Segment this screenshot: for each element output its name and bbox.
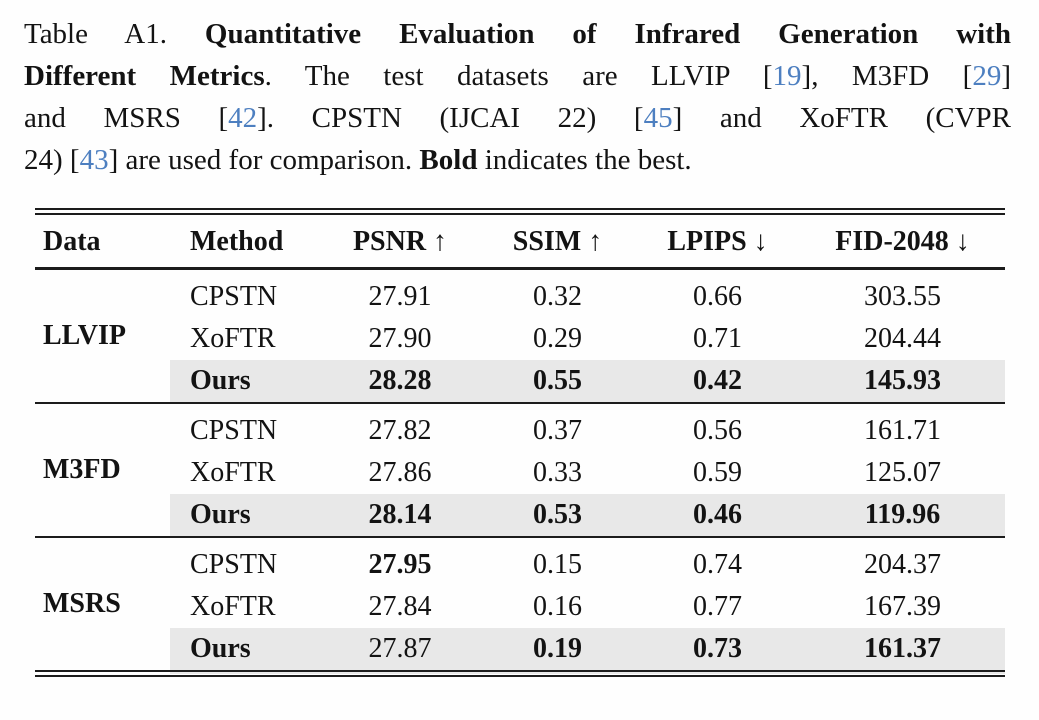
metric-cell: 28.28 xyxy=(320,360,480,404)
column-header-method: Method xyxy=(170,208,320,270)
table-row: XoFTR 27.86 0.33 0.59 125.07 xyxy=(35,452,1005,494)
metric-cell: 0.71 xyxy=(693,323,742,354)
metric-cell: 0.73 xyxy=(635,628,800,677)
method-cell: CPSTN xyxy=(190,281,278,312)
method-cell: XoFTR xyxy=(190,457,276,488)
metric-cell: 27.90 xyxy=(368,323,432,354)
column-header-psnr: PSNR ↑ xyxy=(320,208,480,270)
dataset-label: LLVIP xyxy=(35,268,170,404)
caption-line: and MSRS [42]. CPSTN (IJCAI 22) [45] and… xyxy=(24,97,1011,139)
method-cell: Ours xyxy=(170,628,320,677)
caption-text: 24) [ xyxy=(24,144,80,176)
metric-cell: 0.53 xyxy=(480,494,635,538)
group-llvip: LLVIP CPSTN 27.91 0.32 0.66 303.55 XoFTR… xyxy=(35,268,1005,404)
metric-cell: 27.95 xyxy=(368,549,432,580)
metric-cell: 161.71 xyxy=(864,415,941,446)
table-row-ours: Ours 28.14 0.53 0.46 119.96 xyxy=(35,494,1005,538)
group-msrs: MSRS CPSTN 27.95 0.15 0.74 204.37 XoFTR … xyxy=(35,537,1005,677)
table-row-ours: Ours 28.28 0.55 0.42 145.93 xyxy=(35,360,1005,404)
metric-cell: 0.56 xyxy=(693,415,742,446)
column-header-ssim: SSIM ↑ xyxy=(480,208,635,270)
metric-cell: 0.46 xyxy=(635,494,800,538)
caption-text: ] xyxy=(1001,60,1011,92)
results-table: Data Method PSNR ↑ SSIM ↑ LPIPS ↓ FID-20… xyxy=(35,208,1005,677)
caption-text: and MSRS [ xyxy=(24,102,229,134)
metric-cell: 161.37 xyxy=(800,628,1005,677)
table-row: XoFTR 27.90 0.29 0.71 204.44 xyxy=(35,318,1005,360)
caption-title: Different Metrics xyxy=(24,60,265,92)
metric-cell: 0.19 xyxy=(480,628,635,677)
metric-cell: 204.44 xyxy=(864,323,941,354)
citation-link[interactable]: 42 xyxy=(228,102,258,134)
caption-text: ] and XoFTR (CVPR xyxy=(672,102,1011,134)
column-header-lpips: LPIPS ↓ xyxy=(635,208,800,270)
caption-line: Different Metrics. The test datasets are… xyxy=(24,55,1011,97)
method-cell: Ours xyxy=(170,494,320,538)
metric-cell: 0.32 xyxy=(533,281,582,312)
metric-cell: 0.77 xyxy=(693,591,742,622)
metric-cell: 0.74 xyxy=(693,549,742,580)
metric-cell: 0.55 xyxy=(480,360,635,404)
table-row: M3FD CPSTN 27.82 0.37 0.56 161.71 xyxy=(35,403,1005,538)
metric-cell: 0.66 xyxy=(693,281,742,312)
header-row: Data Method PSNR ↑ SSIM ↑ LPIPS ↓ FID-20… xyxy=(35,208,1005,270)
method-cell: Ours xyxy=(170,360,320,404)
caption-text: ]. CPSTN (IJCAI 22) [ xyxy=(257,102,644,134)
citation-link[interactable]: 29 xyxy=(972,60,1002,92)
caption-text: ] are used for comparison. xyxy=(108,144,420,176)
column-header-data: Data xyxy=(35,208,170,270)
method-cell: XoFTR xyxy=(190,323,276,354)
metric-cell: 27.84 xyxy=(368,591,432,622)
caption-text: ], M3FD [ xyxy=(801,60,973,92)
metric-cell: 0.29 xyxy=(533,323,582,354)
citation-link[interactable]: 45 xyxy=(643,102,673,134)
method-cell: CPSTN xyxy=(190,549,278,580)
metric-cell: 27.87 xyxy=(320,628,480,677)
table-caption: Table A1. Quantitative Evaluation of Inf… xyxy=(24,13,1011,181)
citation-link[interactable]: 43 xyxy=(79,144,109,176)
dataset-label: M3FD xyxy=(35,403,170,538)
group-m3fd: M3FD CPSTN 27.82 0.37 0.56 161.71 XoFTR … xyxy=(35,403,1005,538)
caption-line: 24) [43] are used for comparison. Bold i… xyxy=(24,139,1011,181)
table-row: LLVIP CPSTN 27.91 0.32 0.66 303.55 xyxy=(35,268,1005,404)
table-row: MSRS CPSTN 27.95 0.15 0.74 204.37 xyxy=(35,537,1005,677)
metric-cell: 28.14 xyxy=(320,494,480,538)
caption-line: Table A1. Quantitative Evaluation of Inf… xyxy=(24,13,1011,55)
metric-cell: 0.59 xyxy=(693,457,742,488)
metric-cell: 119.96 xyxy=(800,494,1005,538)
metric-cell: 27.82 xyxy=(368,415,432,446)
table-row-ours: Ours 27.87 0.19 0.73 161.37 xyxy=(35,628,1005,677)
metric-cell: 0.37 xyxy=(533,415,582,446)
method-cell: CPSTN xyxy=(190,415,278,446)
metric-cell: 167.39 xyxy=(864,591,941,622)
caption-label: Table A1. xyxy=(24,18,205,50)
dataset-label: MSRS xyxy=(35,537,170,677)
caption-bold-word: Bold xyxy=(419,144,478,176)
metric-cell: 0.16 xyxy=(533,591,582,622)
metric-cell: 204.37 xyxy=(864,549,941,580)
metric-cell: 27.86 xyxy=(368,457,432,488)
column-header-fid: FID-2048 ↓ xyxy=(800,208,1005,270)
metric-cell: 0.33 xyxy=(533,457,582,488)
method-cell: XoFTR xyxy=(190,591,276,622)
caption-title: Quantitative Evaluation of Infrared Gene… xyxy=(204,18,1011,50)
metric-cell: 145.93 xyxy=(800,360,1005,404)
citation-link[interactable]: 19 xyxy=(772,60,802,92)
metric-cell: 0.42 xyxy=(635,360,800,404)
metric-cell: 125.07 xyxy=(864,457,941,488)
caption-text: indicates the best. xyxy=(477,144,692,176)
metric-cell: 303.55 xyxy=(864,281,941,312)
metric-cell: 0.15 xyxy=(533,549,582,580)
table-row: XoFTR 27.84 0.16 0.77 167.39 xyxy=(35,586,1005,628)
metric-cell: 27.91 xyxy=(368,281,432,312)
caption-text: . The test datasets are LLVIP [ xyxy=(264,60,773,92)
